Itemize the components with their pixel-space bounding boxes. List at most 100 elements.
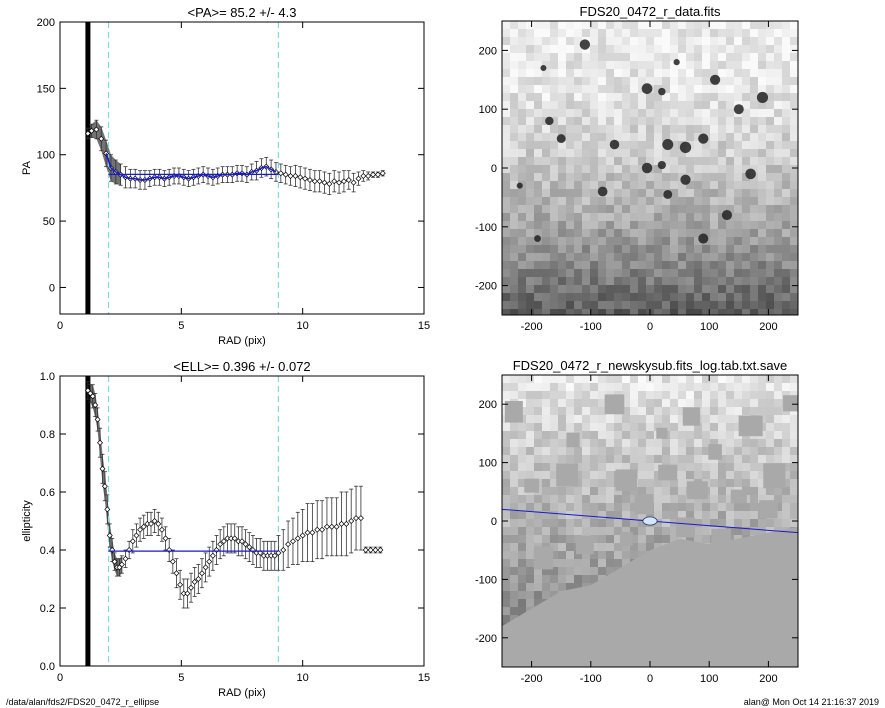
image-pixel	[678, 149, 686, 157]
image-pixel	[694, 293, 702, 301]
image-pixel	[582, 93, 590, 101]
image-pixel	[566, 253, 574, 261]
image-pixel	[718, 495, 726, 503]
image-pixel	[774, 141, 782, 149]
image-pixel	[670, 309, 678, 315]
image-pixel	[750, 471, 758, 479]
image-pixel	[542, 197, 550, 205]
data-point	[246, 544, 253, 551]
image-pixel	[750, 447, 758, 455]
image-pixel	[638, 189, 646, 197]
image-pixel	[694, 85, 702, 93]
image-pixel	[558, 495, 566, 503]
image-pixel	[630, 37, 638, 45]
image-pixel	[758, 61, 766, 69]
image-pixel	[670, 21, 678, 29]
image-pixel	[502, 221, 510, 229]
image-pixel	[750, 53, 758, 61]
image-pixel	[558, 407, 566, 415]
image-pixel	[518, 173, 526, 181]
image-pixel	[686, 511, 694, 519]
image-pixel	[662, 77, 670, 85]
image-pixel	[630, 61, 638, 69]
image-pixel	[510, 37, 518, 45]
image-pixel	[534, 53, 542, 61]
image-pixel	[694, 245, 702, 253]
image-pixel	[558, 165, 566, 173]
image-pixel	[686, 375, 694, 383]
image-pixel	[566, 149, 574, 157]
image-pixel	[678, 237, 686, 245]
image-pixel	[518, 511, 526, 519]
image-pixel	[686, 383, 694, 391]
image-pixel	[758, 261, 766, 269]
image-pixel	[646, 383, 654, 391]
image-pixel	[534, 213, 542, 221]
image-pixel	[686, 197, 694, 205]
image-pixel	[518, 301, 526, 309]
image-pixel	[686, 439, 694, 447]
image-pixel	[686, 205, 694, 213]
image-pixel	[534, 45, 542, 53]
image-pixel	[510, 487, 518, 495]
image-pixel	[526, 133, 534, 141]
image-pixel	[774, 133, 782, 141]
image-pixel	[750, 101, 758, 109]
image-pixel	[614, 77, 622, 85]
image-pixel	[742, 85, 750, 93]
image-pixel	[574, 53, 582, 61]
image-pixel	[614, 495, 622, 503]
image-pixel	[534, 527, 542, 535]
image-pixel	[590, 551, 598, 559]
mask-region	[556, 463, 579, 487]
image-pixel	[518, 189, 526, 197]
image-pixel	[550, 165, 558, 173]
image-pixel	[718, 173, 726, 181]
image-pixel	[518, 527, 526, 535]
data-point	[355, 175, 362, 182]
image-pixel	[726, 301, 734, 309]
image-pixel	[782, 149, 790, 157]
image-pixel	[550, 471, 558, 479]
image-pixel	[598, 253, 606, 261]
image-pixel	[774, 149, 782, 157]
image-pixel	[622, 519, 630, 527]
image-pixel	[710, 431, 718, 439]
image-pixel	[606, 503, 614, 511]
image-pixel	[526, 375, 534, 383]
image-pixel	[526, 503, 534, 511]
image-pixel	[702, 399, 710, 407]
image-pixel	[510, 93, 518, 101]
image-pixel	[510, 45, 518, 53]
image-pixel	[750, 463, 758, 471]
image-pixel	[574, 165, 582, 173]
image-pixel	[782, 133, 790, 141]
image-pixel	[502, 495, 510, 503]
image-pixel	[670, 213, 678, 221]
image-pixel	[630, 527, 638, 535]
image-pixel	[734, 503, 742, 511]
image-pixel	[790, 245, 798, 253]
data-point	[209, 552, 216, 559]
image-pixel	[550, 487, 558, 495]
image-pixel	[686, 85, 694, 93]
image-pixel	[534, 503, 542, 511]
image-pixel	[598, 479, 606, 487]
image-pixel	[678, 447, 686, 455]
image-pixel	[726, 45, 734, 53]
image-pixel	[774, 229, 782, 237]
image-pixel	[646, 447, 654, 455]
image-pixel	[550, 261, 558, 269]
image-pixel	[598, 53, 606, 61]
image-pixel	[558, 117, 566, 125]
image-pixel	[718, 125, 726, 133]
image-pixel	[558, 277, 566, 285]
image-pixel	[654, 487, 662, 495]
image-pixel	[558, 45, 566, 53]
y-tick-label: -100	[475, 222, 497, 234]
image-pixel	[670, 431, 678, 439]
image-pixel	[726, 269, 734, 277]
image-pixel	[670, 383, 678, 391]
data-point	[314, 526, 321, 533]
image-pixel	[638, 415, 646, 423]
